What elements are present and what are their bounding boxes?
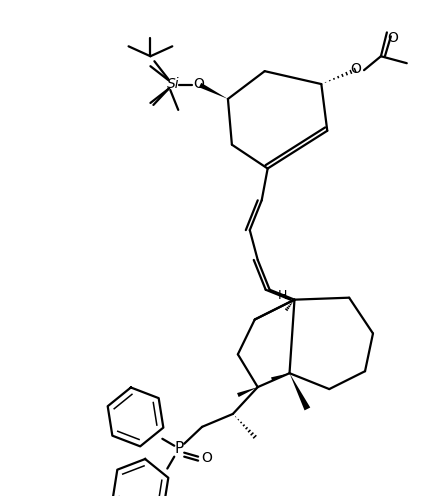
Text: Si: Si bbox=[167, 77, 180, 91]
Text: O: O bbox=[388, 31, 398, 45]
Text: O: O bbox=[202, 451, 213, 465]
Polygon shape bbox=[237, 387, 258, 397]
Text: O: O bbox=[351, 62, 362, 76]
Text: H: H bbox=[278, 289, 287, 302]
Polygon shape bbox=[199, 83, 228, 99]
Text: O: O bbox=[194, 77, 204, 91]
Polygon shape bbox=[289, 373, 310, 410]
Polygon shape bbox=[271, 373, 289, 381]
Text: P: P bbox=[175, 441, 184, 456]
